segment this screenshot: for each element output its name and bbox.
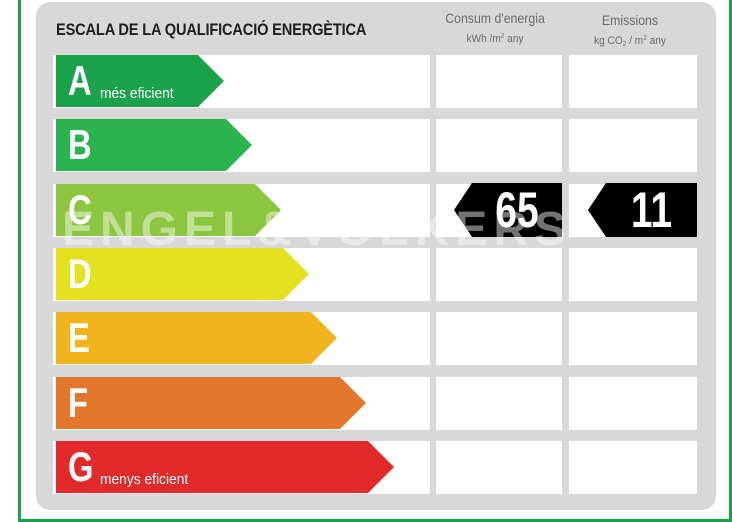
rating-arrow-shape: [56, 312, 337, 364]
badge-arrow-shape: [588, 183, 697, 237]
rating-arrow-shape: [56, 184, 281, 236]
scale-title: ESCALA DE LA QUALIFICACIÓ ENERGÈTICA: [56, 20, 367, 39]
emissions-cell-e: [569, 312, 697, 365]
emissions-header: Emissions kg CO2 / m2 any: [565, 12, 695, 52]
rating-arrow-shape: [56, 119, 252, 171]
consumption-cell-a: [436, 55, 562, 108]
rating-bar-c: C: [56, 184, 281, 236]
rating-arrow-shape: [56, 441, 394, 493]
rating-letter: A: [68, 57, 92, 104]
watermark-brand: ENGEL&VÖLKERS: [62, 203, 573, 256]
emissions-cell-f: [569, 377, 697, 430]
rating-bar-b: B: [56, 119, 252, 171]
rating-letter: G: [68, 443, 94, 490]
rating-letter: D: [68, 250, 92, 297]
consumption-cell-d: [436, 248, 562, 301]
consumption-cell-f: [436, 377, 562, 430]
rating-label: més eficient: [100, 85, 174, 102]
consumption-cell-e: [436, 312, 562, 365]
rating-letter: F: [68, 379, 89, 426]
rating-arrow-shape: [56, 248, 309, 300]
consumption-badge-value: 65: [495, 182, 539, 238]
emissions-badge-value: 11: [630, 182, 673, 238]
rating-letter: E: [68, 314, 90, 361]
rating-bar-d: D: [56, 248, 309, 300]
rating-arrow-shape: [56, 377, 366, 429]
consumption-title: Consum d'energia: [445, 10, 545, 26]
emissions-cell-a: [569, 55, 697, 108]
rating-bar-f: F: [56, 377, 366, 429]
consumption-cell-b: [436, 119, 562, 172]
rating-letter: C: [68, 186, 92, 233]
consumption-badge: 65: [454, 183, 562, 237]
outer-frame: [18, 0, 732, 522]
emissions-cell-g: [569, 441, 697, 494]
rating-label: menys eficient: [100, 471, 189, 488]
consumption-header: Consum d'energia kWh /m2 any: [430, 10, 560, 46]
consumption-unit: kWh /m2 any: [466, 33, 524, 45]
rating-letter: B: [68, 121, 92, 168]
emissions-unit: kg CO2 / m2 any: [594, 35, 666, 48]
emissions-badge: 11: [588, 183, 697, 237]
watermark-site: habitaclia: [302, 246, 395, 271]
emissions-cell-d: [569, 248, 697, 301]
emissions-title: Emissions: [601, 12, 659, 28]
emissions-cell-b: [569, 119, 697, 172]
rating-arrow-shape: [56, 55, 224, 107]
rating-bar-e: E: [56, 312, 337, 364]
consumption-cell-g: [436, 441, 562, 494]
badge-arrow-shape: [454, 183, 562, 237]
